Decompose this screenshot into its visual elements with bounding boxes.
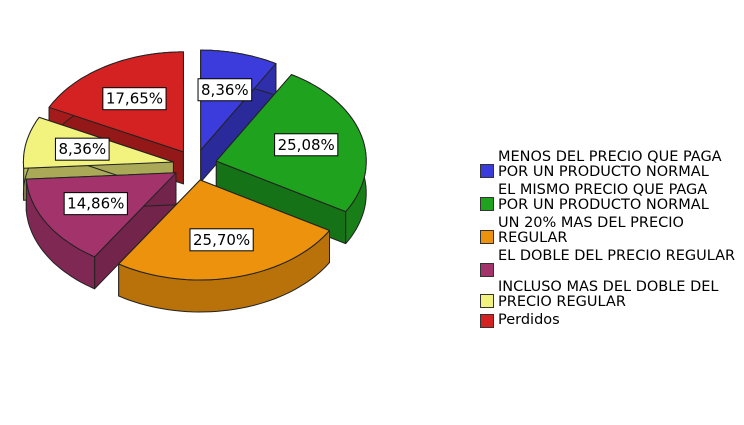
data-label: 8,36% [201,81,249,99]
legend-swatch [480,263,494,277]
legend-item: INCLUSO MAS DEL DOBLE DEL PRECIO REGULAR [480,280,742,310]
legend-label: EL DOBLE DEL PRECIO REGULAR [498,248,736,264]
legend: MENOS DEL PRECIO QUE PAGA POR UN PRODUCT… [480,150,742,331]
data-label-box [189,228,254,252]
legend-item: EL DOBLE DEL PRECIO REGULAR [480,249,742,277]
legend-item: Perdidos [480,313,742,328]
data-label: 25,08% [278,136,335,154]
legend-swatch [480,230,494,244]
data-label-box [197,78,253,102]
data-label-box [63,192,128,216]
legend-item: MENOS DEL PRECIO QUE PAGA POR UN PRODUCT… [480,150,742,180]
legend-swatch [480,197,494,211]
data-label: 17,65% [106,90,163,108]
chart: 8,36% 25,08% 25,70% 14,86% 8,36% 17,65% [22,49,367,313]
data-label: 14,86% [67,195,124,213]
legend-swatch [480,314,494,328]
data-label: 25,70% [193,231,250,249]
data-label-box [102,87,167,111]
legend-label: MENOS DEL PRECIO QUE PAGA POR UN PRODUCT… [498,149,722,180]
legend-label: EL MISMO PRECIO QUE PAGA POR UN PRODUCTO… [498,182,709,213]
legend-item: EL MISMO PRECIO QUE PAGA POR UN PRODUCTO… [480,183,742,213]
legend-label: Perdidos [498,312,560,328]
legend-label: UN 20% MAS DEL PRECIO REGULAR [498,215,684,246]
legend-swatch [480,164,494,178]
data-label: 8,36% [58,140,106,158]
legend-item: UN 20% MAS DEL PRECIO REGULAR [480,216,742,246]
data-label-box [274,133,339,157]
legend-label: INCLUSO MAS DEL DOBLE DEL PRECIO REGULAR [498,279,719,310]
legend-swatch [480,294,494,308]
data-label-box [54,137,110,161]
